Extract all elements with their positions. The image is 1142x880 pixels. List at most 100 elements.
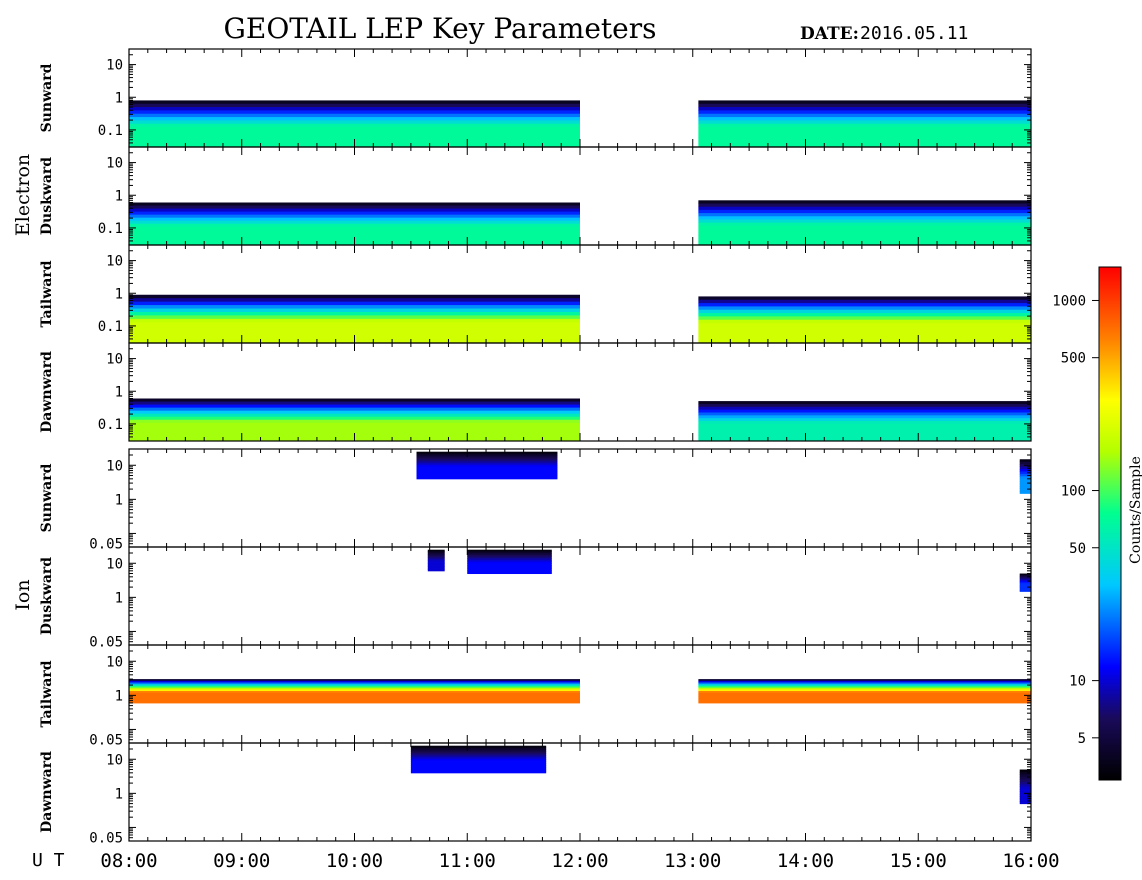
- heat-band: [427, 561, 445, 564]
- heat-band: [467, 563, 552, 566]
- heat-band: [1019, 461, 1031, 465]
- heat-band: [416, 463, 558, 466]
- time-axis-prefix: U T: [32, 850, 65, 871]
- heat-band: [698, 303, 1031, 307]
- heat-band: [129, 329, 580, 334]
- heat-band: [129, 308, 580, 313]
- heat-band: [1019, 490, 1031, 494]
- panel-direction-label: Tailward: [39, 260, 55, 327]
- heat-band: [698, 117, 1031, 121]
- heat-band: [129, 223, 580, 228]
- heat-band: [1019, 573, 1031, 576]
- y-tick-label: 1: [115, 384, 123, 400]
- heat-band: [416, 469, 558, 472]
- heat-band: [129, 318, 580, 323]
- heat-band: [129, 701, 580, 704]
- panel-frame: [128, 448, 1032, 548]
- heat-band: [129, 413, 580, 418]
- heat-band: [129, 232, 580, 237]
- colorbar-tick-label: 100: [1061, 484, 1086, 500]
- heat-band: [698, 692, 1031, 695]
- heat-band: [698, 127, 1031, 131]
- heat-band: [698, 133, 1031, 138]
- heat-band: [427, 566, 445, 569]
- y-tick-label: 0.1: [98, 221, 123, 237]
- heat-band: [416, 474, 558, 478]
- heat-band: [129, 425, 580, 430]
- page-title: GEOTAIL LEP Key Parameters: [224, 12, 657, 45]
- heat-band: [1019, 784, 1031, 788]
- heat-band: [1019, 476, 1031, 480]
- heat-band: [129, 220, 580, 225]
- heat-band: [129, 205, 580, 210]
- y-tick-label: 10: [106, 254, 123, 270]
- panel-electron-dawnward: 10 1 0.1 Dawnward: [39, 342, 1032, 442]
- heat-band: [698, 406, 1031, 411]
- heat-band: [416, 465, 558, 468]
- heat-band: [698, 694, 1031, 697]
- panel-electron-tailward: 10 1 0.1 Tailward: [39, 244, 1032, 344]
- heat-band: [1019, 578, 1031, 581]
- time-tick-label: 12:00: [551, 850, 608, 872]
- heat-band: [1019, 771, 1031, 775]
- y-tick-label: 1: [115, 590, 123, 606]
- heat-band: [1019, 574, 1031, 577]
- time-tick-label: 13:00: [664, 850, 721, 872]
- heat-band: [129, 428, 580, 433]
- y-tick-label: 1: [115, 188, 123, 204]
- heat-band: [129, 117, 580, 121]
- heat-band: [698, 110, 1031, 115]
- heat-band: [427, 563, 445, 566]
- y-tick-label: 10: [106, 58, 123, 74]
- heat-band: [698, 418, 1031, 422]
- spectrogram-segment: [698, 100, 1031, 148]
- heat-band: [427, 564, 445, 567]
- colorbar-tick-label: 500: [1061, 351, 1086, 367]
- heat-band: [698, 435, 1031, 439]
- time-tick-label: 10:00: [326, 850, 383, 872]
- date-value: 2016.05.11: [860, 23, 968, 44]
- heat-band: [129, 687, 580, 690]
- heat-band: [129, 322, 580, 327]
- heat-band: [1019, 776, 1031, 780]
- heat-band: [416, 467, 558, 470]
- spectrogram-segment: [1019, 769, 1031, 805]
- heat-band: [416, 476, 558, 480]
- heat-band: [129, 680, 580, 683]
- y-tick-label: 0.05: [89, 537, 123, 553]
- heat-band: [1019, 774, 1031, 778]
- heat-band: [129, 407, 580, 412]
- heat-band: [698, 143, 1031, 148]
- heat-band: [129, 311, 580, 316]
- heat-band: [467, 565, 552, 568]
- heat-band: [1019, 786, 1031, 790]
- heat-band: [698, 701, 1031, 704]
- colorbar-ticks: 5 10 50 100 500 1000: [1052, 293, 1099, 747]
- time-tick-label: 14:00: [777, 850, 834, 872]
- heat-band: [698, 316, 1031, 321]
- heat-band: [129, 694, 580, 697]
- heat-band: [698, 329, 1031, 334]
- panel-direction-label: Duskward: [39, 157, 55, 235]
- heat-band: [129, 298, 580, 303]
- heat-band: [1019, 486, 1031, 489]
- heat-band: [1019, 582, 1031, 585]
- y-tick-label: 10: [106, 654, 123, 670]
- y-tick-label: 1: [115, 688, 123, 704]
- time-tick-label: 09:00: [213, 850, 270, 872]
- heat-band: [129, 305, 580, 310]
- heat-band: [698, 326, 1031, 331]
- heat-band: [410, 751, 547, 754]
- heat-band: [467, 571, 552, 575]
- heat-band: [698, 123, 1031, 128]
- time-tick-label: 11:00: [439, 850, 496, 872]
- panel-electron-sunward: 10 1 0.1 Sunward: [39, 48, 1032, 148]
- heat-band: [129, 100, 580, 105]
- heat-band: [410, 768, 547, 772]
- heat-band: [698, 222, 1031, 227]
- heat-band: [467, 566, 552, 569]
- heat-band: [467, 553, 552, 556]
- y-tick-label: 1: [115, 492, 123, 508]
- spectrogram-segment: [467, 549, 552, 575]
- panel-ion-duskward: 10 1 0.05 Duskward: [39, 546, 1032, 651]
